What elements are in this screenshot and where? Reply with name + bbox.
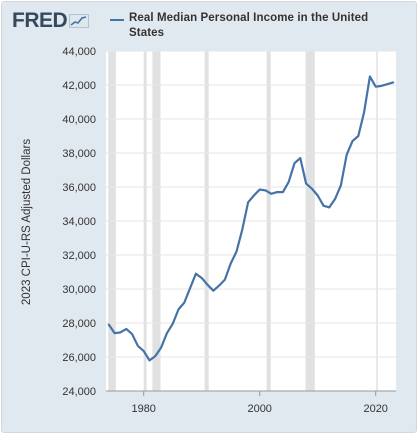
x-tick-label: 2000 [247,403,271,415]
chart-header: FRED Real Median Personal Income in the … [2,2,416,50]
y-tick-label: 36,000 [62,182,96,194]
y-tick-label: 44,000 [62,46,96,58]
fred-logo-text: FRED [12,9,68,32]
legend-series-label: Real Median Personal Income in the Unite… [129,12,369,39]
axes: 24,000 26,000 28,000 30,000 32,000 34,000 36,0… [62,46,396,415]
y-tick-label: 26,000 [62,352,96,364]
legend-swatch [110,19,124,21]
chart-legend[interactable]: Real Median Personal Income in the Unite… [110,11,390,41]
y-tick-label: 38,000 [62,148,96,160]
mini-graph-icon [69,13,90,28]
y-tick-label: 28,000 [62,318,96,330]
y-tick-label: 42,000 [62,80,96,92]
x-tick-label: 1980 [131,403,155,415]
series-layer [107,75,395,362]
y-tick-label: 32,000 [62,250,96,262]
gridlines [106,50,396,392]
y-tick-label: 24,000 [62,386,96,398]
x-tick-label: 2020 [363,403,387,415]
fred-logo[interactable]: FRED [12,9,90,32]
y-tick-label: 34,000 [62,216,96,228]
y-axis-title: 2023 CPI-U-RS Adjusted Dollars [21,139,33,305]
y-tick-label: 40,000 [62,114,96,126]
series-line-1[interactable] [107,75,395,362]
y-tick-label: 30,000 [62,284,96,296]
